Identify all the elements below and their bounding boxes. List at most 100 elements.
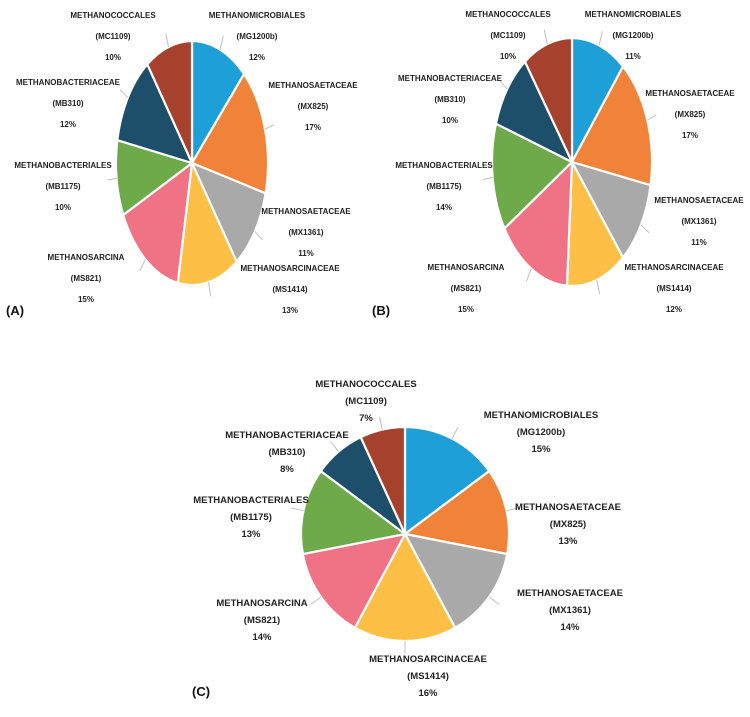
pie-a-label-3-name: METHANOSAETACEAE [261, 207, 351, 216]
pie-a-leader-1 [219, 35, 224, 50]
pie-a-label-4-code: (MS1414) [272, 285, 307, 294]
pie-a-leader-8 [165, 32, 169, 48]
pie-b-label-3-percent: 11% [691, 238, 707, 247]
pie-a-label-8-percent: 10% [105, 53, 121, 62]
pie-c-label-4-percent: 16% [418, 688, 438, 699]
pie-a-label-1-percent: 12% [249, 53, 265, 62]
pie-c-label-4-code: (MS1414) [407, 671, 449, 682]
pie-c-leader-8 [379, 416, 383, 430]
pie-b-label-8-percent: 10% [500, 52, 516, 61]
pie-chart-a: METHANOMICROBIALES (MG1200b) 12% METHANOSAE… [6, 11, 358, 318]
pie-c-slice-6 [299, 469, 408, 556]
pie-b-label-8-name: METHANOCOCCALES [465, 10, 551, 19]
pie-b-label-7-name: METHANOBACTERIACEAE [398, 74, 503, 83]
pie-b-label-6-code: (MB1175) [426, 182, 461, 191]
pie-c-label-2-name: METHANOSAETACEAE [515, 502, 621, 513]
pie-a-slice-3 [189, 160, 267, 264]
pie-b-slice-2 [570, 64, 654, 187]
pie-a-label-2-name: METHANOSAETACEAE [268, 81, 358, 90]
pie-a-label-7-code: (MB310) [52, 99, 83, 108]
pie-b-leader-4 [596, 279, 601, 295]
pie-b-label-1-code: (MG1200b) [613, 31, 654, 40]
pie-b-label-4-code: (MS1414) [656, 284, 691, 293]
pie-b-label-2-code: (MX825) [675, 110, 706, 119]
pie-c-label-6-name: METHANOBACTERIALES [193, 495, 309, 506]
pie-b-label-6-percent: 14% [436, 203, 452, 212]
pie-c-label-2-code: (MX825) [550, 519, 586, 530]
pie-c-label-4-name: METHANOSARCINACEAE [369, 654, 487, 665]
pie-c-leader-3 [488, 596, 500, 605]
pie-c-slice-4 [353, 531, 457, 643]
pie-a-label-3-percent: 11% [298, 249, 314, 258]
pie-b-leader-2 [647, 114, 657, 121]
pie-b-label-5-code: (MS821) [451, 284, 482, 293]
pie-a-label-4-name: METHANOSARCINACEAE [240, 264, 340, 273]
pie-c-leader-6 [291, 507, 304, 512]
pie-c-label-3-name: METHANOSAETACEAE [517, 588, 623, 599]
pie-a-label-6-name: METHANOBACTERIALES [14, 161, 112, 170]
pie-b-slice-3 [569, 160, 652, 260]
pie-a-label-1-code: (MG1200b) [237, 32, 278, 41]
pie-a-slice-4 [176, 158, 238, 287]
pie-c-label-3-percent: 14% [560, 622, 580, 633]
pie-a-slice-8 [146, 39, 194, 164]
pie-c-label-3-code: (MX1361) [549, 605, 591, 616]
pie-a-leader-2 [264, 124, 274, 130]
pie-a-label-7-name: METHANOBACTERIACEAE [16, 78, 121, 87]
pie-a-slice-7 [116, 62, 195, 165]
pie-c-label-5-name: METHANOSARCINA [216, 598, 307, 609]
pie-c-label-1-name: METHANOMICROBIALES [484, 410, 599, 421]
pie-b-leader-1 [598, 31, 603, 46]
pie-b-leader-7 [499, 80, 508, 90]
pie-b-label-3-name: METHANOSAETACEAE [654, 196, 744, 205]
pie-c-label-5-code: (MS821) [244, 615, 280, 626]
pie-a-label-2-percent: 17% [305, 123, 321, 132]
pie-c-label-8-name: METHANOCOCCALES [315, 379, 416, 390]
pie-b-label-2-percent: 17% [682, 131, 698, 140]
pie-a-label-5-name: METHANOSARCINA [48, 253, 125, 262]
pie-b-label-6-name: METHANOBACTERIALES [395, 161, 493, 170]
pie-c-leader-1 [451, 426, 459, 439]
pie-a-leader-6 [107, 177, 117, 181]
panel-label-a: (A) [6, 303, 24, 318]
pie-a-label-2-code: (MX825) [298, 102, 329, 111]
pie-c-label-1-percent: 15% [531, 444, 551, 455]
pie-a-label-5-percent: 15% [78, 295, 94, 304]
pie-a-leader-5 [139, 259, 146, 272]
pie-b-slice-1 [570, 36, 625, 163]
pie-c-slice-5 [301, 532, 408, 630]
pie-a-label-5-code: (MS821) [71, 274, 102, 283]
pie-a-label-7-percent: 12% [60, 120, 76, 129]
pie-c-label-8-code: (MC1109) [345, 396, 387, 407]
pie-c-slice-3 [402, 532, 509, 630]
pie-c-slice-2 [402, 469, 511, 556]
pie-c-label-1-code: (MG1200b) [517, 427, 566, 438]
pie-a-label-8-code: (MC1109) [95, 32, 130, 41]
pie-b-label-7-percent: 10% [442, 116, 458, 125]
pie-b-label-1-percent: 11% [625, 52, 641, 61]
pie-b-leader-8 [543, 29, 548, 45]
pie-b-label-1-name: METHANOMICROBIALES [585, 10, 682, 19]
pie-b-slice-5 [503, 159, 574, 287]
pie-chart-b: METHANOMICROBIALES (MG1200b) 11% METHANOSAE… [372, 10, 744, 318]
pie-c-label-2-percent: 13% [558, 536, 578, 547]
pie-b-leader-3 [640, 224, 650, 234]
pie-a-label-1-name: METHANOMICROBIALES [209, 11, 306, 20]
pie-a-leader-7 [119, 89, 129, 98]
pie-b-slice-6 [490, 122, 574, 231]
pie-b-leader-6 [483, 177, 493, 180]
pie-chart-c: METHANOMICROBIALES (MG1200b) 15% METHANOSAE… [192, 379, 623, 699]
pie-b-label-7-code: (MB310) [434, 95, 465, 104]
pie-b-label-8-code: (MC1109) [490, 31, 525, 40]
pie-c-label-7-percent: 8% [280, 464, 294, 475]
pie-c-leader-5 [310, 596, 322, 605]
pie-c-label-6-percent: 13% [241, 529, 261, 540]
pie-a-leader-3 [254, 231, 263, 241]
panel-label-c: (C) [192, 684, 210, 699]
panel-label-b: (B) [372, 303, 390, 318]
pie-b-slice-8 [523, 36, 574, 163]
pie-a-label-6-percent: 10% [55, 203, 71, 212]
pie-b-label-3-code: (MX1361) [681, 217, 716, 226]
